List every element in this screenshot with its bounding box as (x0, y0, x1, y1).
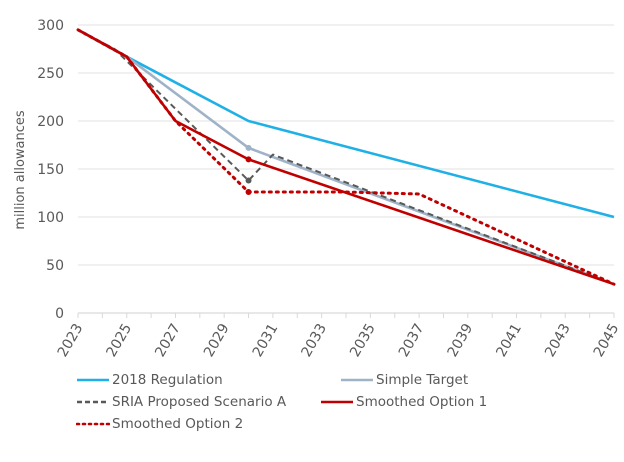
x-tick-label: 2045 (591, 321, 623, 360)
legend-item: SRIA Proposed Scenario A (76, 394, 286, 410)
x-tick-label: 2043 (542, 321, 574, 360)
series-line-smoothed-option-2 (76, 28, 616, 286)
x-tick-label: 2031 (250, 321, 282, 360)
y-axis-title: million allowances (13, 110, 28, 230)
data-point-marker (245, 189, 252, 196)
x-tick-label: 2033 (298, 321, 330, 360)
y-tick-label: 300 (37, 18, 64, 34)
y-tick-label: 0 (55, 306, 64, 322)
legend-swatch (341, 378, 373, 382)
x-tick-label: 2029 (201, 321, 233, 360)
legend-label: 2018 Regulation (112, 372, 223, 388)
legend-label: Smoothed Option 1 (356, 394, 488, 410)
series-group (76, 28, 616, 286)
legend-label: Smoothed Option 2 (112, 416, 244, 432)
legend-label: Simple Target (376, 372, 469, 388)
legend-swatch (321, 400, 353, 404)
series-line-smoothed-option-1 (77, 28, 615, 286)
data-point-marker (245, 177, 252, 184)
x-tick-label: 2027 (152, 321, 184, 360)
series-line-2018-regulation (77, 28, 615, 219)
data-point-marker (245, 144, 252, 151)
legend-swatch (76, 422, 110, 426)
x-axis: 2023 2025 2027 2029 2031 2033 2035 2037 2039 2041… (55, 313, 623, 360)
data-point-marker (245, 156, 252, 163)
y-tick-label: 250 (37, 66, 64, 82)
x-tick-label: 2023 (55, 321, 87, 360)
y-tick-label: 150 (37, 162, 64, 178)
y-tick-label: 200 (37, 114, 64, 130)
y-tick-label: 100 (37, 210, 64, 226)
x-tick-label: 2035 (347, 321, 379, 360)
legend-item: Smoothed Option 1 (320, 394, 487, 410)
x-tick-label: 2025 (104, 321, 136, 360)
x-tick-label: 2041 (493, 321, 525, 360)
legend-item: Smoothed Option 2 (76, 416, 243, 432)
legend-item: Simple Target (340, 372, 468, 388)
y-tick-label: 50 (46, 258, 64, 274)
gridlines (78, 24, 614, 314)
legend-swatch (77, 400, 109, 404)
y-axis: 0 50 100 150 200 250 300 (37, 18, 64, 322)
x-tick-label: 2037 (396, 321, 428, 360)
legend-label: SRIA Proposed Scenario A (112, 394, 287, 410)
legend-item: 2018 Regulation (76, 372, 223, 388)
legend-swatch (77, 378, 109, 382)
x-tick-label: 2039 (445, 321, 477, 360)
